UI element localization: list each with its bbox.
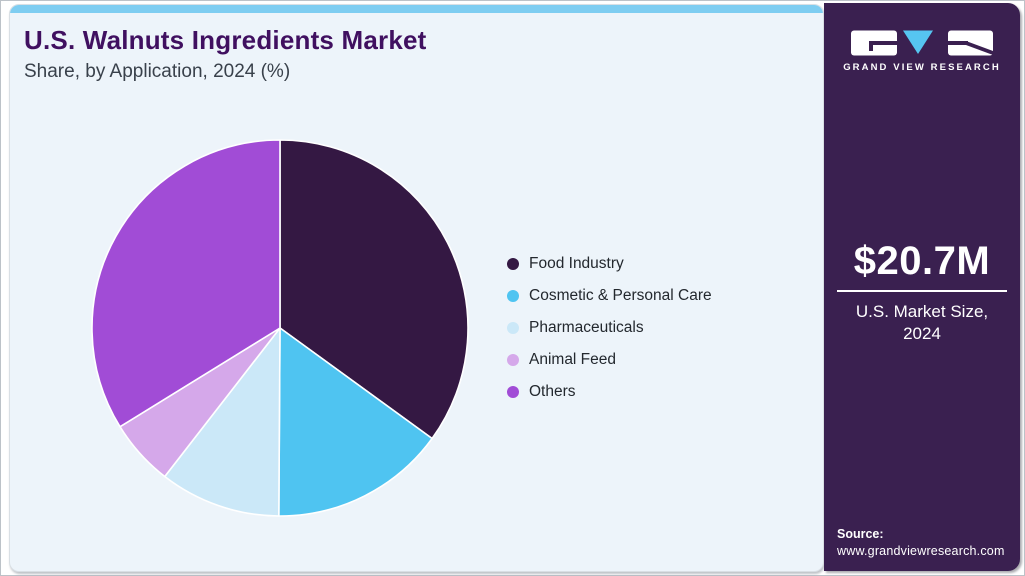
legend-swatch-icon	[507, 258, 519, 270]
market-size-value: $20.7M	[853, 239, 991, 283]
market-size-divider	[837, 290, 1007, 292]
logo-r-leg	[966, 41, 993, 55]
legend-item: Pharmaceuticals	[507, 318, 712, 338]
legend-swatch-icon	[507, 322, 519, 334]
logo-v-icon	[903, 30, 933, 54]
source-url: www.grandviewresearch.com	[837, 544, 1005, 558]
legend-swatch-icon	[507, 354, 519, 366]
pie-slice-pharmaceuticals	[163, 327, 281, 517]
legend: Food Industry Cosmetic & Personal Care Pha…	[507, 254, 712, 414]
legend-label: Others	[529, 383, 576, 400]
legend-item: Cosmetic & Personal Care	[507, 286, 712, 306]
brand-name: GRAND VIEW RESEARCH	[843, 62, 1001, 73]
legend-label: Pharmaceuticals	[529, 319, 644, 336]
gvr-logo: GRAND VIEW RESEARCH	[824, 30, 1020, 73]
legend-label: Animal Feed	[529, 351, 617, 368]
chart-card: U.S. Walnuts Ingredients Market Share, b…	[9, 4, 824, 572]
market-size-block: $20.7M U.S. Market Size, 2024	[824, 239, 1020, 345]
sidebar: GRAND VIEW RESEARCH $20.7M U.S. Market S…	[824, 3, 1020, 571]
pie-chart	[90, 138, 470, 518]
gvr-logo-icon	[851, 30, 993, 56]
logo-g-mark	[869, 41, 897, 51]
logo-r-bar	[948, 41, 968, 45]
market-size-label-line1: U.S. Market Size,	[855, 302, 989, 321]
pie-slice-cosmetic-personal-care	[278, 327, 433, 517]
legend-swatch-icon	[507, 290, 519, 302]
page-title: U.S. Walnuts Ingredients Market	[24, 25, 427, 55]
pie-chart-svg	[91, 139, 469, 517]
legend-item: Others	[507, 382, 712, 402]
legend-swatch-icon	[507, 386, 519, 398]
page-subtitle: Share, by Application, 2024 (%)	[24, 61, 291, 82]
legend-label: Food Industry	[529, 255, 624, 272]
source-block: Source: www.grandviewresearch.com	[837, 527, 1005, 558]
source-label: Source:	[837, 527, 884, 541]
legend-item: Food Industry	[507, 254, 712, 274]
chart-header: U.S. Walnuts Ingredients Market Share, b…	[24, 25, 427, 83]
card-top-accent-bar	[10, 5, 823, 13]
pie-slice-others	[91, 139, 281, 428]
legend-label: Cosmetic & Personal Care	[529, 287, 712, 304]
pie-slice-food-industry	[279, 139, 469, 440]
legend-item: Animal Feed	[507, 350, 712, 370]
market-size-label: U.S. Market Size, 2024	[824, 301, 1020, 345]
market-size-label-line2: 2024	[903, 324, 941, 344]
